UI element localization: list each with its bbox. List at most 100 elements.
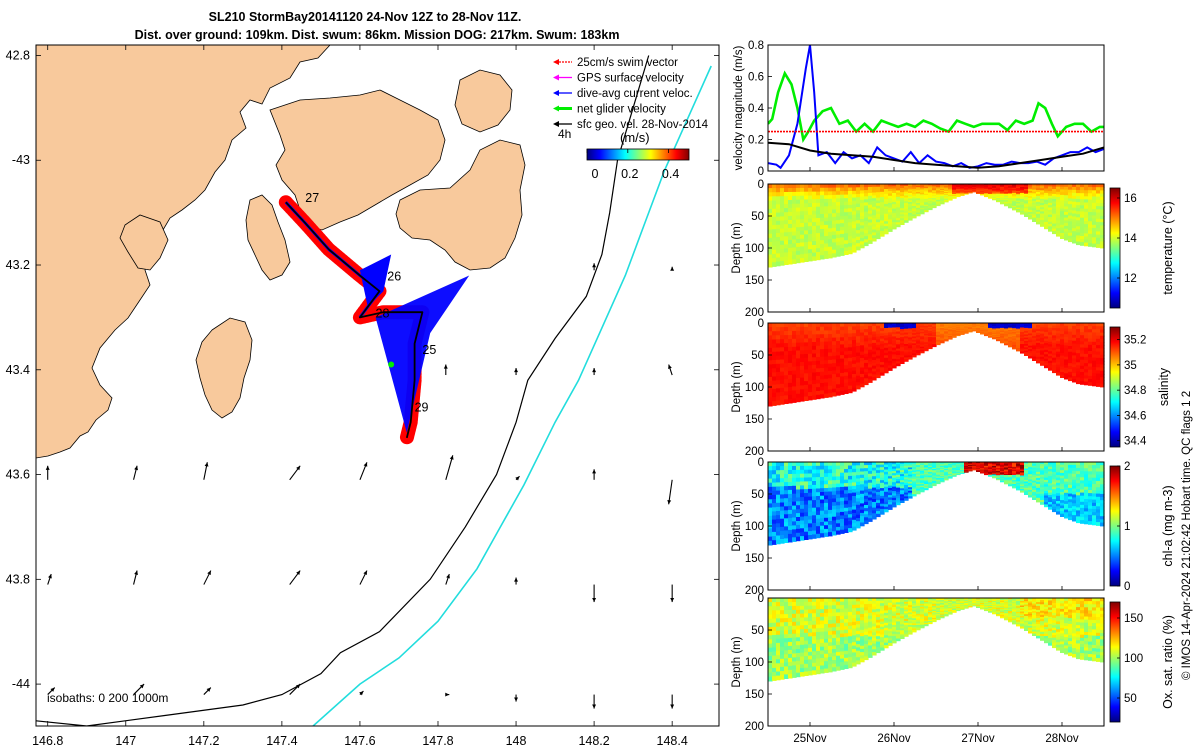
velocity-y-tick: 0.4 <box>748 103 765 115</box>
oxygen-colorbar-tick: 50 <box>1124 693 1137 705</box>
current-vector-arrow <box>592 469 597 480</box>
map-y-tick-label: 43.8 <box>6 572 30 586</box>
oxygen-colorbar <box>1109 601 1121 723</box>
current-vector-arrow <box>670 584 675 603</box>
map-x-tick-label: 147.2 <box>188 734 219 748</box>
salinity-colorbar-tick: 35 <box>1124 360 1137 372</box>
time-axis-label: 25Nov <box>793 733 826 745</box>
salinity-colorbar-tick: 34.4 <box>1124 436 1147 448</box>
scale-time-label: 4h <box>558 127 571 141</box>
current-vector-arrow <box>514 577 519 585</box>
map-x-tick-label: 147 <box>115 734 136 748</box>
map-x-tick-label: 147.4 <box>266 734 297 748</box>
current-vector-arrow <box>592 368 597 376</box>
day-label: 28 <box>376 306 390 320</box>
temperature-colorbar-tick: 12 <box>1124 273 1137 285</box>
temperature-cells <box>768 184 1105 268</box>
day-label: 25 <box>422 343 436 357</box>
glider-track <box>278 195 470 445</box>
isobaths-label: isobaths: 0 200 1000m <box>47 691 168 705</box>
current-vector-arrow <box>670 694 675 709</box>
map-x-ticks: 146.8 147 147.2 147.4 147.6 147.8 148 148.2 148.… <box>32 45 688 748</box>
map-y-tick-label: 43.2 <box>6 258 30 272</box>
oxygen-colorbar-label: Ox. sat. ratio (%) <box>1161 615 1175 709</box>
legend-entry: 25cm/s swim vector <box>553 57 678 69</box>
salinity-colorbar-label: salinity <box>1157 367 1171 406</box>
chla-colorbar-tick: 2 <box>1124 461 1130 473</box>
map-y-tick-label: 43.4 <box>6 363 30 377</box>
temperature-colorbar-tick: 16 <box>1124 193 1137 205</box>
map-frame <box>35 44 720 727</box>
chla-y-tick: 150 <box>745 553 764 565</box>
chla-y-tick: 0 <box>758 457 764 469</box>
chla-colorbar-tick: 1 <box>1124 521 1130 533</box>
current-vector-arrow <box>203 570 212 585</box>
oxygen-y-tick: 50 <box>751 625 764 637</box>
temperature-y-label: Depth (m) <box>731 222 743 273</box>
oxygen-y-tick: 150 <box>745 689 764 701</box>
current-vector-arrow <box>515 475 520 481</box>
current-vector-arrow <box>289 683 301 695</box>
current-vector-arrow <box>445 455 454 480</box>
map-y-tick-label: 43.6 <box>6 468 30 482</box>
salinity-y-tick: 150 <box>745 414 764 426</box>
current-vector-arrow <box>514 694 519 702</box>
temperature-y-tick: 100 <box>745 243 764 255</box>
speed-colorbar-tick: 0 <box>592 167 599 181</box>
isobath-200m <box>36 55 650 726</box>
velocity-y-label: velocity magnitude (m/s) <box>733 46 745 171</box>
current-vector-arrow <box>133 465 138 480</box>
day-label: 26 <box>387 270 401 284</box>
chla-section: 0 50 100 150 200 Depth (m) 0 1 2 chl-a (mg m-3) <box>731 457 1175 597</box>
salinity-y-label: Depth (m) <box>731 361 743 412</box>
map-y-tick-label: -44 <box>12 677 30 691</box>
current-vector-arrow <box>203 462 209 480</box>
velocity-series-line <box>768 45 1104 170</box>
legend-entry: sfc geo. vel. 28-Nov-2014 <box>553 119 709 131</box>
current-vector-arrow <box>445 692 450 697</box>
current-vectors <box>45 263 675 709</box>
map-content <box>36 45 526 459</box>
map-x-tick-label: 148 <box>506 734 527 748</box>
chla-colorbar-label: chl-a (mg m-3) <box>1161 485 1175 566</box>
chla-colorbar-tick: 0 <box>1124 581 1130 593</box>
legend-label: dive-avg current veloc. <box>577 88 693 100</box>
credit-text: © IMOS 14-Apr-2024 21:02:42 Hobart time.… <box>1181 391 1193 680</box>
legend-label: net glider velocity <box>577 104 666 116</box>
oxygen-y-tick: 200 <box>745 721 764 733</box>
land-island-east <box>395 139 526 271</box>
current-vector-arrow <box>445 573 450 585</box>
land-northeast <box>454 69 513 133</box>
current-vector-arrow <box>359 462 368 480</box>
oxygen-y-label: Depth (m) <box>731 636 743 687</box>
land-peninsula-west <box>119 214 169 271</box>
temperature-colorbar-label: temperature (°C) <box>1161 201 1175 294</box>
time-axis-label: 27Nov <box>961 733 994 745</box>
time-axis-label: 28Nov <box>1045 733 1078 745</box>
legend-label: 25cm/s swim vector <box>577 57 678 69</box>
current-vector-arrow <box>289 465 301 481</box>
salinity-cells <box>768 323 1105 407</box>
oxygen-colorbar-tick: 150 <box>1124 613 1143 625</box>
day-label: 27 <box>305 191 319 205</box>
temperature-y-tick: 50 <box>751 211 764 223</box>
velocity-y-tick: 0.6 <box>748 72 764 84</box>
salinity-y-tick: 200 <box>745 446 764 458</box>
land-peninsula-mid <box>195 317 253 419</box>
day-labels: 27 26 28 25 29 <box>305 191 436 415</box>
current-vector-arrow <box>47 687 56 695</box>
current-vector-arrow <box>133 570 138 585</box>
chla-y-tick: 100 <box>745 521 764 533</box>
oxygen-colorbar-tick: 100 <box>1124 653 1143 665</box>
current-vector-arrow <box>45 465 50 480</box>
salinity-colorbar-tick: 34.6 <box>1124 410 1146 422</box>
map-x-tick-label: 147.6 <box>344 734 375 748</box>
map-legend: 25cm/s swim vector GPS surface velocity di… <box>553 57 709 131</box>
day-label: 29 <box>415 401 429 415</box>
salinity-y-tick: 0 <box>758 318 764 330</box>
map-x-tick-label: 148.4 <box>657 734 688 748</box>
velocity-y-tick: 0.8 <box>748 40 764 52</box>
